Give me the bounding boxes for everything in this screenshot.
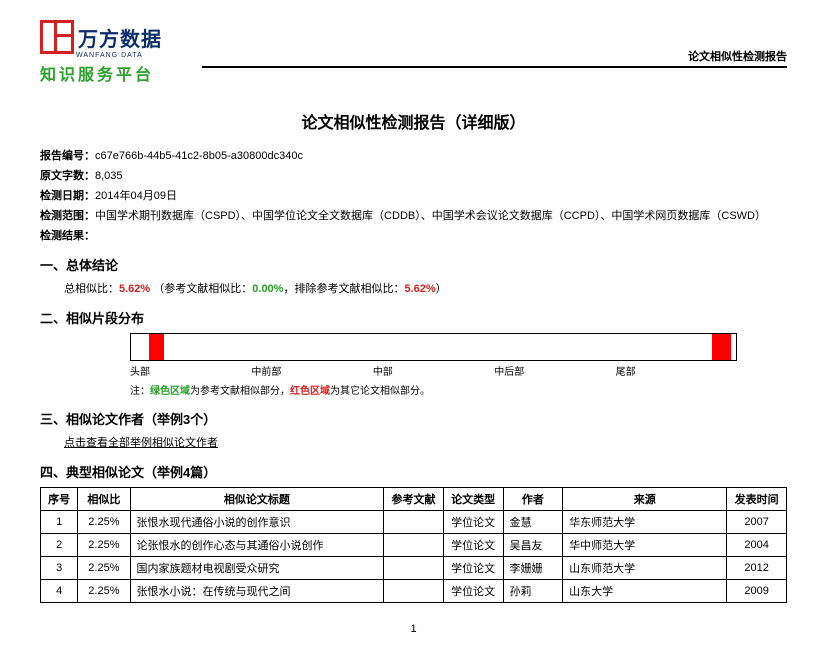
table-cell: 2009 [727,580,787,603]
report-id-value: c67e766b-44b5-41c2-8b05-a30800dc340c [95,150,303,162]
document-title: 论文相似性检测报告（详细版） [40,109,787,133]
table-cell: 2012 [727,557,787,580]
result-label: 检测结果： [40,230,95,242]
table-col-header: 作者 [503,488,563,511]
brand-main: 万方数据 [78,23,162,52]
table-col-header: 论文类型 [443,488,503,511]
table-col-header: 相似论文标题 [130,488,384,511]
word-count-value: 8,035 [95,170,123,182]
distribution-label: 中部 [373,363,494,378]
table-cell: 孙莉 [503,580,563,603]
distribution-note: 注：绿色区域为参考文献相似部分，红色区域为其它论文相似部分。 [130,382,787,397]
distribution-segment [149,334,164,360]
table-cell: 2007 [727,511,787,534]
header: 万方数据 WANFANG DATA 知识服务平台 论文相似性检测报告 [40,20,787,85]
table-cell: 2.25% [78,580,130,603]
table-cell: 论张恨水的创作心态与其通俗小说创作 [130,534,384,557]
section3-heading: 三、相似论文作者（举例3个） [40,409,787,428]
excl-ratio: 5.62% [404,283,435,295]
ref-prefix: （参考文献相似比： [153,283,252,295]
table-cell: 2004 [727,534,787,557]
conclusion-suffix: ） [436,283,447,295]
table-cell: 山东大学 [563,580,727,603]
table-cell: 2 [41,534,78,557]
distribution-label: 中后部 [494,363,615,378]
table-cell: 金慧 [503,511,563,534]
section2-heading: 二、相似片段分布 [40,308,787,327]
header-right-label: 论文相似性检测报告 [202,48,787,68]
overall-conclusion-line: 总相似比：5.62% （参考文献相似比：0.00%，排除参考文献相似比：5.62… [64,280,787,296]
brand-platform: 知识服务平台 [40,61,162,85]
meta-report-id: 报告编号：c67e766b-44b5-41c2-8b05-a30800dc340… [40,147,787,163]
table-header-row: 序号相似比相似论文标题参考文献论文类型作者来源发表时间 [41,488,787,511]
table-cell [384,534,444,557]
note-red: 红色区域 [290,386,330,397]
total-prefix: 总相似比： [64,283,119,295]
scope-label: 检测范围： [40,210,95,222]
scope-value: 中国学术期刊数据库（CSPD）、中国学位论文全文数据库（CDDB）、中国学术会议… [95,210,766,222]
note-mid: 为参考文献相似部分， [190,386,290,397]
table-cell [384,511,444,534]
excl-prefix: ，排除参考文献相似比： [283,283,404,295]
table-cell: 张恨水现代通俗小说的创作意识 [130,511,384,534]
table-col-header: 发表时间 [727,488,787,511]
table-cell: 2.25% [78,557,130,580]
word-count-label: 原文字数： [40,170,95,182]
authors-link[interactable]: 点击查看全部举例相似论文作者 [64,434,787,450]
distribution-labels: 头部中前部中部中后部尾部 [130,363,737,378]
date-label: 检测日期： [40,190,95,202]
table-cell: 4 [41,580,78,603]
logo-block: 万方数据 WANFANG DATA 知识服务平台 [40,20,162,85]
table-row: 42.25%张恨水小说：在传统与现代之间 学位论文孙莉山东大学2009 [41,580,787,603]
distribution-segment [712,334,731,360]
table-cell: 张恨水小说：在传统与现代之间 [130,580,384,603]
page-number: 1 [40,623,787,635]
section1-heading: 一、总体结论 [40,255,787,274]
meta-scope: 检测范围：中国学术期刊数据库（CSPD）、中国学位论文全文数据库（CDDB）、中… [40,207,787,223]
distribution-label: 尾部 [616,363,737,378]
table-cell: 华中师范大学 [563,534,727,557]
note-prefix: 注： [130,386,150,397]
table-cell: 3 [41,557,78,580]
report-id-label: 报告编号： [40,150,95,162]
table-cell: 学位论文 [443,511,503,534]
table-row: 22.25%论张恨水的创作心态与其通俗小说创作 学位论文吴昌友华中师范大学2004 [41,534,787,557]
similar-papers-table: 序号相似比相似论文标题参考文献论文类型作者来源发表时间 12.25%张恨水现代通… [40,487,787,603]
table-cell: 李姗姗 [503,557,563,580]
note-end: 为其它论文相似部分。 [330,386,430,397]
table-col-header: 参考文献 [384,488,444,511]
table-row: 32.25%国内家族题材电视剧受众研究 学位论文李姗姗山东师范大学2012 [41,557,787,580]
meta-result: 检测结果： [40,227,787,243]
logo-icon [40,20,74,54]
table-cell: 华东师范大学 [563,511,727,534]
table-cell: 山东师范大学 [563,557,727,580]
table-col-header: 来源 [563,488,727,511]
total-ratio: 5.62% [119,283,150,295]
table-cell: 学位论文 [443,534,503,557]
table-col-header: 序号 [41,488,78,511]
distribution-label: 头部 [130,363,251,378]
table-cell: 2.25% [78,511,130,534]
table-row: 12.25%张恨水现代通俗小说的创作意识 学位论文金慧华东师范大学2007 [41,511,787,534]
table-cell: 1 [41,511,78,534]
distribution-label: 中前部 [251,363,372,378]
table-cell: 国内家族题材电视剧受众研究 [130,557,384,580]
table-cell: 学位论文 [443,580,503,603]
brand-sub: WANFANG DATA [76,52,162,59]
meta-word-count: 原文字数：8,035 [40,167,787,183]
distribution-bar [130,333,737,361]
ref-ratio: 0.00% [252,283,283,295]
note-green: 绿色区域 [150,386,190,397]
meta-date: 检测日期：2014年04月09日 [40,187,787,203]
table-cell [384,580,444,603]
table-cell: 吴昌友 [503,534,563,557]
table-col-header: 相似比 [78,488,130,511]
section4-heading: 四、典型相似论文（举例4篇） [40,462,787,481]
table-cell: 学位论文 [443,557,503,580]
table-cell [384,557,444,580]
table-cell: 2.25% [78,534,130,557]
date-value: 2014年04月09日 [95,190,177,202]
